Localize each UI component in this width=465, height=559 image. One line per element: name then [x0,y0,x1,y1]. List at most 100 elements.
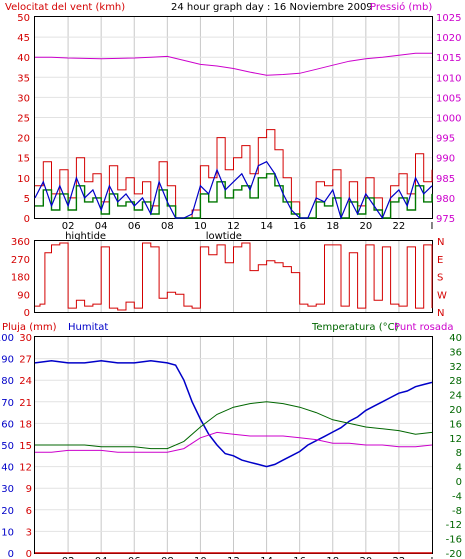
humidity-tick-label: 90 [1,355,14,366]
rain-axis-title: Pluja (mm) [2,322,57,333]
wind-gust-series-line [35,129,433,219]
rain-tick-label: 21 [19,398,32,409]
pressure-tick-label: 1025 [436,13,461,24]
dew-point-axis-title: Punt rosada [394,322,453,333]
humidity-series-line [34,360,433,468]
wind-panel-series [34,52,433,220]
rain-tick-label: 9 [26,484,32,495]
rain-tick-label: 3 [26,527,32,538]
x-tick-label: 08 [161,556,174,559]
temperature-tick-label: 8 [456,448,462,459]
temperature-tick-label: 32 [449,362,462,373]
wind-tick-label: 20 [17,134,30,145]
compass-tick-label: E [437,255,443,266]
rain-tick-label: 15 [19,441,32,452]
direction-tick-label: 180 [11,273,30,284]
wind-speed-axis-title: Velocitat del vent (kmh) [5,2,125,13]
humidity-tick-label: 0 [8,549,14,559]
x-tick-label: 14 [260,556,273,559]
wind-tick-label: 0 [24,214,30,225]
chart-title: 24 hour graph day : 16 Noviembre 2009 [171,2,373,13]
temperature-tick-label: -8 [452,506,462,517]
humidity-tick-label: 70 [1,398,14,409]
x-tick-label: 22 [393,556,406,559]
compass-tick-label: N [437,237,444,248]
temperature-tick-label: 0 [456,477,462,488]
wind-average-series-line [34,160,433,220]
pressure-tick-label: 1000 [436,114,461,125]
temperature-tick-label: 16 [449,419,462,430]
temperature-tick-label: 4 [456,463,462,474]
humidity-tick-label: 30 [1,484,14,495]
humidity-tick-label: 80 [1,376,14,387]
pressure-tick-label: 990 [436,154,455,165]
x-tick-label: 10 [194,221,207,232]
x-tick-label: 02 [62,556,75,559]
x-tick-label: 20 [359,221,372,232]
direction-tick-label: 0 [24,308,30,319]
temperature-tick-label: 40 [449,333,462,344]
x-tick-label: 02 [62,221,75,232]
humidity-tick-label: 60 [1,419,14,430]
pressure-axis-title: Pressió (mb) [370,1,432,13]
direction-tick-label: 360 [11,237,30,248]
rain-tick-label: 24 [19,376,32,387]
wind-tick-label: 40 [17,53,30,64]
rain-tick-label: 12 [19,463,32,474]
compass-tick-label: W [437,290,447,301]
x-tick-label: 18 [326,556,339,559]
compass-tick-label: S [437,273,443,284]
x-tick-label: 10 [194,556,207,559]
x-tick-label: 04 [95,556,108,559]
x-tick-label: 08 [161,221,174,232]
humidity-tick-label: 20 [1,506,14,517]
x-tick-label: I [431,221,434,232]
direction-tick-label: 270 [11,255,30,266]
x-tick-label: 12 [227,556,240,559]
temperature-tick-label: 36 [449,347,462,358]
wind-direction-series-line [35,242,433,311]
wind-green-series-line [35,173,433,219]
humidity-tick-label: 100 [0,333,14,344]
x-tick-label: 18 [326,221,339,232]
wind-tick-label: 15 [17,154,30,165]
temperature-tick-label: 24 [449,391,462,402]
pressure-series-line [35,52,432,76]
wind-tick-label: 30 [17,93,30,104]
wind-tick-label: 45 [17,33,30,44]
temperature-tick-label: -16 [446,535,462,546]
x-tick-label: 22 [393,221,406,232]
pressure-tick-label: 980 [436,194,455,205]
x-tick-label: I [431,556,434,559]
temperature-tick-label: 28 [449,376,462,387]
pressure-tick-label: 1015 [436,53,461,64]
pressure-tick-label: 1020 [436,33,461,44]
temperature-series-line [35,401,433,450]
humidity-panel-series [34,360,433,554]
temperature-tick-label: 20 [449,405,462,416]
x-tick-label: 16 [293,221,306,232]
pressure-tick-label: 995 [436,134,455,145]
rain-tick-label: 0 [26,549,32,559]
wind-tick-label: 35 [17,73,30,84]
axis-tick-labels: 0204060810121416182022Ihightidelowtide02… [0,13,462,559]
humidity-tick-label: 10 [1,527,14,538]
dew-point-series-line [35,431,433,453]
pressure-tick-label: 975 [436,214,455,225]
pressure-tick-label: 1010 [436,73,461,84]
x-tick-label: 12 [227,221,240,232]
humidity-axis-title: Humitat [68,322,108,333]
temperature-tick-label: -12 [446,520,462,531]
x-tick-label: 16 [293,556,306,559]
pressure-tick-label: 985 [436,174,455,185]
x-tick-label: 06 [128,221,141,232]
humidity-tick-label: 50 [1,441,14,452]
pressure-tick-label: 1005 [436,93,461,104]
tide-label: lowtide [206,231,242,242]
humidity-tick-label: 40 [1,463,14,474]
rain-tick-label: 18 [19,419,32,430]
temperature-tick-label: -4 [452,491,462,502]
wind-tick-label: 5 [24,194,30,205]
wind-tick-label: 10 [17,174,30,185]
